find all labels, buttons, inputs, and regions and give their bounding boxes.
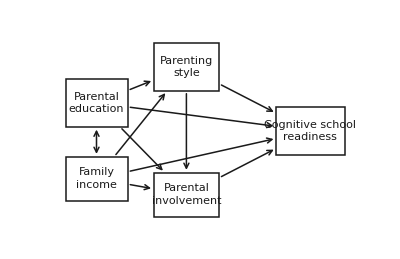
Text: Family
income: Family income (76, 168, 117, 190)
FancyBboxPatch shape (154, 173, 219, 217)
Text: Cognitive school
readiness: Cognitive school readiness (264, 120, 356, 142)
FancyBboxPatch shape (66, 157, 128, 200)
FancyBboxPatch shape (154, 43, 219, 91)
Text: Parental
education: Parental education (69, 92, 124, 114)
Text: Parental
involvement: Parental involvement (152, 183, 221, 206)
FancyBboxPatch shape (66, 79, 128, 127)
FancyBboxPatch shape (276, 107, 344, 155)
Text: Parenting
style: Parenting style (160, 56, 213, 78)
